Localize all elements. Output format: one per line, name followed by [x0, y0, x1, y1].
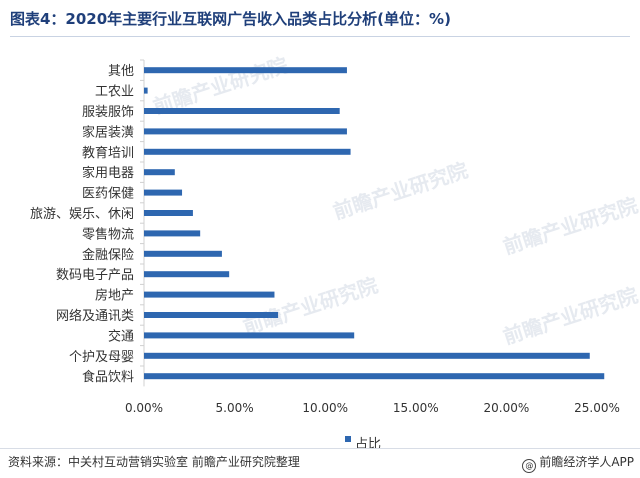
x-tick-label: 10.00%	[302, 401, 348, 415]
y-tick-label: 个护及母婴	[69, 350, 134, 365]
credit-logo-icon: @	[522, 459, 537, 473]
title-divider	[10, 36, 630, 37]
y-tick-label: 金融保险	[82, 247, 134, 263]
source-note: 资料来源：中关村互动营销实验室 前瞻产业研究院整理	[8, 455, 300, 469]
y-tick-label: 家用电器	[82, 165, 134, 181]
bar	[144, 108, 340, 114]
bar	[144, 128, 347, 135]
bar	[144, 230, 201, 237]
y-tick-label: 旅游、娱乐、休闲	[30, 207, 134, 222]
chart-title: 图表4：2020年主要行业互联网广告收入品类占比分析(单位：%)	[10, 10, 451, 28]
y-tick-label: 其他	[108, 64, 134, 79]
bar	[144, 169, 175, 176]
bar	[144, 332, 355, 339]
legend-swatch	[345, 436, 351, 442]
y-tick-label: 家居装潢	[82, 124, 134, 140]
bar	[144, 312, 279, 318]
y-tick-label: 医药保健	[82, 187, 134, 202]
y-tick-label: 交通	[108, 328, 134, 344]
y-tick-label: 服装服饰	[82, 105, 134, 120]
x-tick-label: 0.00%	[125, 401, 163, 415]
bar	[144, 291, 275, 298]
x-tick-label: 25.00%	[574, 401, 620, 415]
y-tick-label: 房地产	[95, 288, 134, 304]
credit: @ 前瞻经济学人APP	[522, 453, 634, 473]
y-tick-label: 数码电子产品	[56, 268, 134, 283]
bar-chart: 其他工农业服装服饰家居装潢教育培训家用电器医药保健旅游、娱乐、休闲零售物流金融保…	[30, 59, 620, 448]
bar	[144, 271, 230, 278]
footer-divider	[0, 448, 640, 449]
y-tick-label: 零售物流	[82, 226, 134, 242]
bar	[144, 373, 605, 380]
bar	[144, 352, 590, 359]
bar	[144, 67, 347, 74]
x-tick-label: 20.00%	[484, 401, 530, 415]
bar	[144, 210, 193, 216]
bar	[144, 148, 351, 155]
y-tick-label: 食品饮料	[82, 369, 134, 385]
legend-label: 占比	[355, 437, 381, 448]
y-tick-label: 网络及通讯类	[56, 308, 134, 324]
bar	[144, 87, 148, 94]
bar	[144, 250, 222, 257]
y-tick-label: 工农业	[95, 85, 134, 100]
bar	[144, 189, 183, 196]
x-tick-label: 15.00%	[393, 401, 439, 415]
y-tick-label: 教育培训	[82, 145, 134, 161]
x-tick-label: 5.00%	[216, 401, 254, 415]
credit-text: 前瞻经济学人APP	[539, 455, 634, 469]
